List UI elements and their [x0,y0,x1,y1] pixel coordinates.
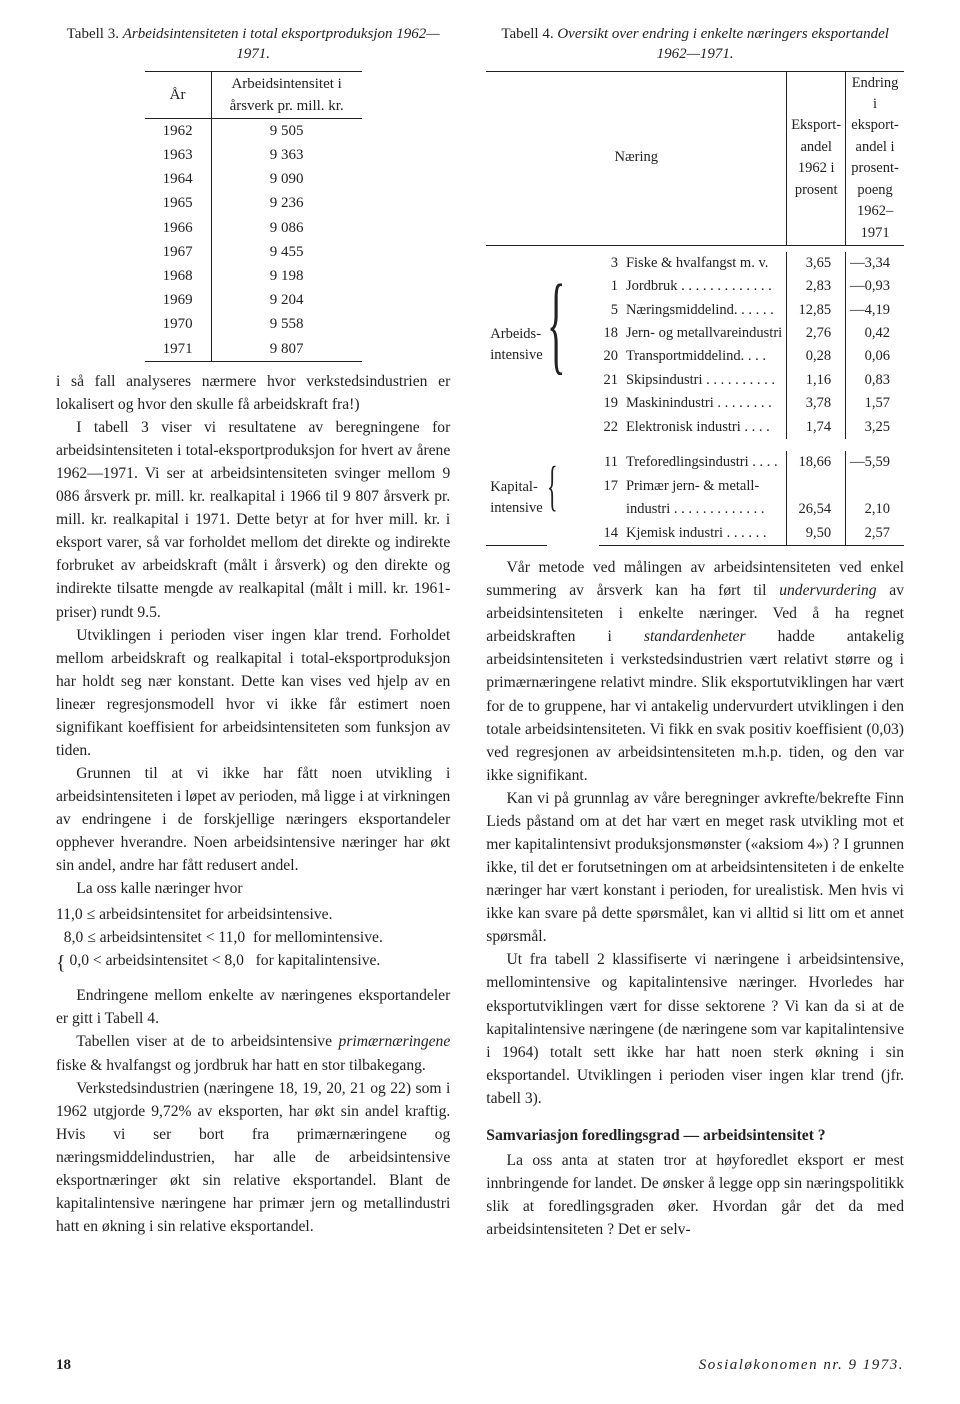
condition-block: 11,0 ≤ arbeidsintensitet for arbeidsinte… [56,903,450,979]
table3-row: 19639 363 [145,143,362,167]
journal-ref: Sosialøkonomen nr. 9 1973. [699,1357,904,1374]
table4-caption: Tabell 4. Oversikt over endring i enkelt… [486,24,904,65]
table3-row: 19659 236 [145,191,362,215]
para: Utviklingen i perioden viser ingen klar … [56,624,450,762]
table4-head-col1: Eksport- andel 1962 i prosent [787,71,846,245]
table4-head-col2: Endring i eksport- andel i prosent- poen… [846,71,904,245]
table3-row: 19709 558 [145,312,362,336]
para: Verkstedsindustrien (næringene 18, 19, 2… [56,1077,450,1239]
table3-head-val: Arbeidsintensitet i årsverk pr. mill. kr… [211,71,362,118]
left-column: Tabell 3. Arbeidsintensiteten i total ek… [56,24,450,1241]
table3-caption-title: Arbeidsintensiteten i total eksportprodu… [123,26,440,42]
para: Kan vi på grunnlag av våre beregninger a… [486,787,904,949]
table3-caption-years: 1971. [236,46,270,62]
table3-row: 19689 198 [145,264,362,288]
table4-group1-label: Arbeids-intensive [486,322,546,369]
footer: 18 Sosialøkonomen nr. 9 1973. [56,1357,904,1374]
table4-row: {11Treforedlingsindustri . . . .18,66—5,… [486,451,904,474]
para: La oss anta at staten tror at høyforedle… [486,1149,904,1241]
page-number: 18 [56,1357,71,1374]
para: Endringene mellom enkelte av næringenes … [56,984,450,1030]
table4-head-naering: Næring [486,71,786,245]
right-column: Tabell 4. Oversikt over endring i enkelt… [486,24,904,1241]
table3-row: 19699 204 [145,288,362,312]
table3-row: 19719 807 [145,337,362,362]
table4-row: {3Fiske & hvalfangst m. v.3,65—3,34 [486,252,904,275]
para: Vår metode ved målingen av arbeidsintens… [486,556,904,787]
condition-line: 8,0 ≤ arbeidsintensitet < 11,0 for mello… [56,926,450,949]
section-heading: Samvariasjon foredlingsgrad — arbeidsint… [486,1124,904,1147]
para: Grunnen til at vi ikke har fått noen utv… [56,762,450,877]
table4: Næring Eksport- andel 1962 i prosent End… [486,71,904,547]
table3-row: 19669 086 [145,216,362,240]
para: La oss kalle næringer hvor [56,877,450,900]
table4-caption-label: Tabell 4. [501,26,553,42]
para: i så fall analyseres nærmere hvor verkst… [56,370,450,416]
table4-caption-title: Oversikt over endring i enkelte næringer… [557,26,889,42]
para: I tabell 3 viser vi resultatene av bereg… [56,416,450,624]
table3-head-year: År [145,71,212,118]
table3-row: 19649 090 [145,167,362,191]
table3-caption: Tabell 3. Arbeidsintensiteten i total ek… [56,24,450,65]
condition-line: 11,0 ≤ arbeidsintensitet for arbeidsinte… [56,903,450,926]
condition-line: { 0,0 < arbeidsintensitet < 8,0 for kapi… [56,949,450,979]
para: Tabellen viser at de to arbeidsintensive… [56,1030,450,1076]
para: Ut fra tabell 2 klassifiserte vi næringe… [486,948,904,1110]
brace-icon: { [547,451,600,545]
table4-group2-label: Kapital-intensive [486,475,546,522]
table3-row: 19679 455 [145,240,362,264]
table4-caption-years: 1962—1971. [657,46,734,62]
table3: År Arbeidsintensitet i årsverk pr. mill.… [145,71,362,362]
table3-row: 19629 505 [145,118,362,143]
table3-caption-label: Tabell 3. [67,26,119,42]
brace-icon: { [547,252,600,440]
